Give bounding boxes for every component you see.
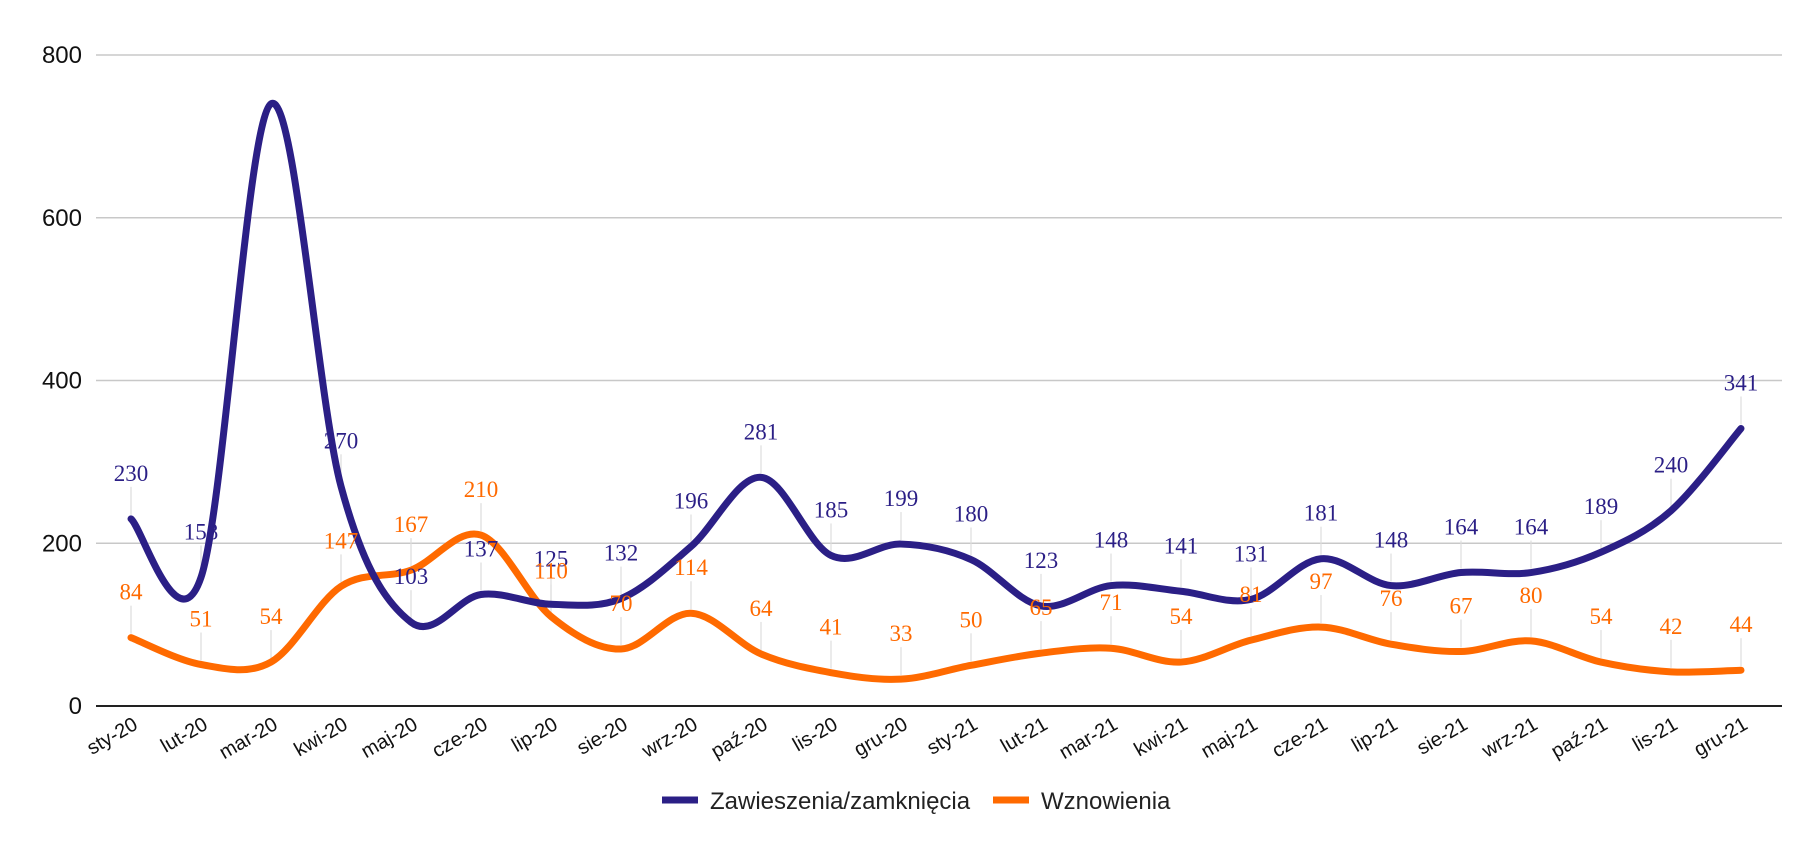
y-tick-label: 400 xyxy=(42,368,82,395)
data-label: 167 xyxy=(394,512,429,537)
x-tick-label: sty-20 xyxy=(83,713,141,759)
data-label: 81 xyxy=(1240,582,1263,607)
data-label: 164 xyxy=(1444,515,1479,540)
data-label: 54 xyxy=(1590,604,1614,629)
x-tick-label: cze-20 xyxy=(429,713,492,762)
x-tick-label: lip-21 xyxy=(1348,713,1401,757)
data-label: 84 xyxy=(120,580,144,605)
legend: Zawieszenia/zamknięcia Wznowienia xyxy=(662,788,1171,815)
x-tick-label: lip-20 xyxy=(508,713,561,757)
x-tick-label: lis-20 xyxy=(789,713,841,756)
data-label: 189 xyxy=(1584,494,1619,519)
x-tick-label: sie-20 xyxy=(573,713,631,759)
data-label: 67 xyxy=(1450,593,1473,618)
x-tick-label: mar-21 xyxy=(1056,713,1122,764)
data-label: 33 xyxy=(890,621,913,646)
y-tick-label: 600 xyxy=(42,205,82,232)
data-label: 147 xyxy=(324,528,359,553)
data-label: 70 xyxy=(610,591,633,616)
data-label: 42 xyxy=(1660,614,1683,639)
data-label: 131 xyxy=(1234,541,1269,566)
data-label: 185 xyxy=(814,497,849,522)
data-label: 341 xyxy=(1724,371,1759,396)
legend-label-1: Wznowienia xyxy=(1041,788,1171,815)
y-tick-label: 200 xyxy=(42,530,82,557)
data-label: 148 xyxy=(1374,528,1409,553)
x-tick-label: sty-21 xyxy=(923,713,981,759)
x-tick-label: maj-21 xyxy=(1198,713,1262,763)
data-label: 64 xyxy=(750,596,774,621)
series-line-1 xyxy=(127,530,1745,683)
legend-label-0: Zawieszenia/zamknięcia xyxy=(710,788,971,815)
data-label: 181 xyxy=(1304,501,1339,526)
x-tick-label: sie-21 xyxy=(1413,713,1471,759)
data-label: 199 xyxy=(884,486,919,511)
data-label: 50 xyxy=(960,607,983,632)
gridlines xyxy=(96,54,1782,707)
series-lines xyxy=(127,100,1745,683)
data-label: 148 xyxy=(1094,528,1129,553)
x-tick-label: cze-21 xyxy=(1269,713,1332,762)
data-label: 141 xyxy=(1164,533,1199,558)
data-label: 125 xyxy=(534,546,569,571)
x-tick-label: lut-20 xyxy=(157,713,211,757)
x-tick-label: gru-21 xyxy=(1690,713,1751,761)
x-tick-label: paź-21 xyxy=(1548,713,1612,763)
data-label: 196 xyxy=(674,489,709,514)
x-tick-label: lis-21 xyxy=(1629,713,1681,756)
x-tick-label: mar-20 xyxy=(216,713,282,764)
x-tick-label: wrz-21 xyxy=(1478,713,1542,763)
data-label: 110 xyxy=(534,558,568,583)
data-label: 54 xyxy=(260,604,284,629)
data-label: 158 xyxy=(184,519,219,544)
data-label: 240 xyxy=(1654,453,1689,478)
data-label: 71 xyxy=(1100,590,1123,615)
data-label: 164 xyxy=(1514,515,1549,540)
x-tick-label: gru-20 xyxy=(850,713,911,761)
x-tick-label: paź-20 xyxy=(708,713,772,763)
data-label: 44 xyxy=(1730,612,1754,637)
data-label: 103 xyxy=(394,564,429,589)
data-label: 97 xyxy=(1310,569,1333,594)
data-label: 270 xyxy=(324,428,359,453)
data-label: 210 xyxy=(464,477,499,502)
x-axis: sty-20 lut-20 mar-20 kwi-20 maj-20 cze-20 lip-… xyxy=(83,713,1751,764)
data-label: 41 xyxy=(820,615,843,640)
data-label: 80 xyxy=(1520,583,1543,608)
data-label: 114 xyxy=(674,555,708,580)
data-label: 281 xyxy=(744,419,779,444)
data-label: 180 xyxy=(954,502,989,527)
data-label: 65 xyxy=(1030,595,1053,620)
series-line-0 xyxy=(127,100,1745,631)
x-tick-label: lut-21 xyxy=(997,713,1051,757)
data-label: 123 xyxy=(1024,548,1059,573)
data-label: 137 xyxy=(464,537,499,562)
y-tick-label: 0 xyxy=(69,693,82,720)
y-axis: 0 200 400 600 800 xyxy=(42,42,82,720)
data-label: 76 xyxy=(1380,586,1403,611)
x-tick-label: kwi-21 xyxy=(1130,713,1191,761)
data-label: 51 xyxy=(190,606,213,631)
data-label: 230 xyxy=(114,461,149,486)
x-tick-label: wrz-20 xyxy=(638,713,702,763)
data-label: 132 xyxy=(604,541,639,566)
data-labels: 230 158 270 103 137 125 132 196 281 185 199 180 123 1… xyxy=(114,371,1759,647)
x-tick-label: kwi-20 xyxy=(290,713,351,761)
x-tick-label: maj-20 xyxy=(358,713,422,763)
label-leader-lines xyxy=(130,396,1742,676)
data-label: 54 xyxy=(1170,604,1194,629)
y-tick-label: 800 xyxy=(42,42,82,69)
